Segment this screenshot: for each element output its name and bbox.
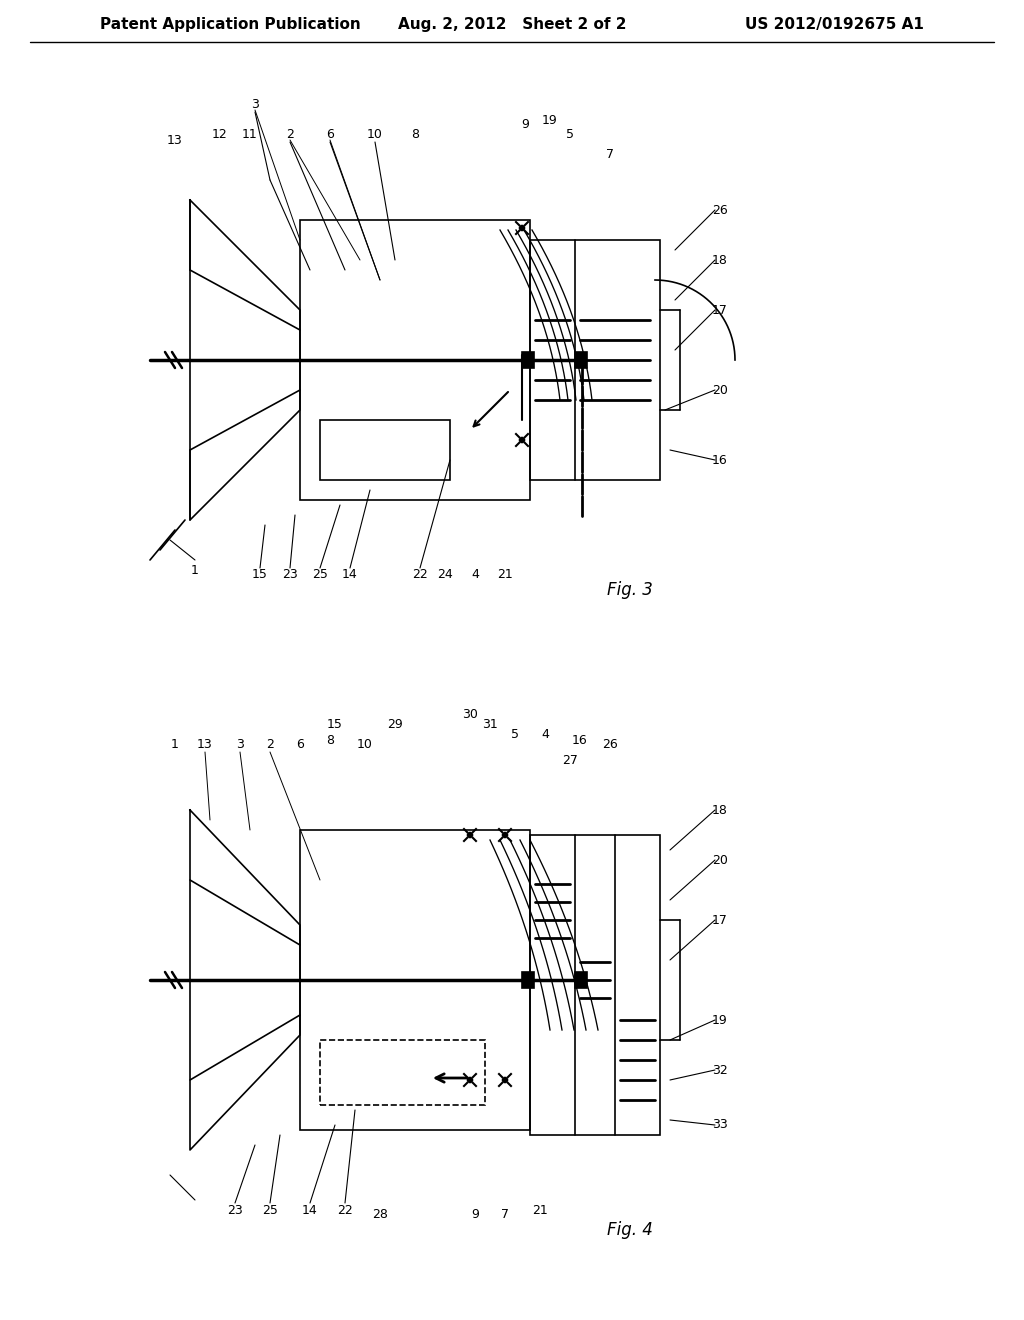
Text: US 2012/0192675 A1: US 2012/0192675 A1 [745,17,924,33]
Text: 6: 6 [296,738,304,751]
Text: 23: 23 [227,1204,243,1217]
Text: 7: 7 [501,1209,509,1221]
Text: Fig. 4: Fig. 4 [607,1221,653,1239]
Text: 14: 14 [302,1204,317,1217]
Text: 30: 30 [462,709,478,722]
Bar [575,352,587,368]
Text: 18: 18 [712,253,728,267]
Text: 9: 9 [471,1209,479,1221]
Text: 33: 33 [712,1118,728,1131]
Text: 17: 17 [712,913,728,927]
Text: 24: 24 [437,569,453,582]
Text: 29: 29 [387,718,402,731]
Bar [522,352,534,368]
Bar [300,830,530,1130]
Text: 16: 16 [572,734,588,747]
Text: 2: 2 [286,128,294,141]
Text: 17: 17 [712,304,728,317]
Text: 10: 10 [357,738,373,751]
Text: 31: 31 [482,718,498,731]
Text: 9: 9 [521,119,529,132]
Text: 27: 27 [562,754,578,767]
Text: 15: 15 [327,718,343,731]
Text: 23: 23 [283,569,298,582]
Text: 28: 28 [372,1209,388,1221]
Text: 26: 26 [712,203,728,216]
Text: 3: 3 [251,99,259,111]
Text: 11: 11 [242,128,258,141]
Text: 14: 14 [342,569,357,582]
Bar [530,240,660,480]
Text: 4: 4 [471,569,479,582]
Text: 32: 32 [712,1064,728,1077]
Text: 13: 13 [198,738,213,751]
Text: 22: 22 [337,1204,353,1217]
Bar [319,420,450,480]
Text: 7: 7 [606,149,614,161]
Text: 20: 20 [712,384,728,396]
Text: 19: 19 [712,1014,728,1027]
Text: 6: 6 [326,128,334,141]
Text: 2: 2 [266,738,274,751]
Text: 12: 12 [212,128,228,141]
Text: 1: 1 [171,738,179,751]
Text: 5: 5 [566,128,574,141]
Text: 21: 21 [497,569,513,582]
Text: 3: 3 [237,738,244,751]
Text: 19: 19 [542,114,558,127]
Bar [522,972,534,987]
Text: 10: 10 [367,128,383,141]
Text: 5: 5 [511,729,519,742]
Bar [575,972,587,987]
Text: 16: 16 [712,454,728,466]
Text: 25: 25 [262,1204,278,1217]
Bar [530,836,660,1135]
Text: Patent Application Publication: Patent Application Publication [100,17,360,33]
Text: 8: 8 [411,128,419,141]
Text: 18: 18 [712,804,728,817]
Text: 15: 15 [252,569,268,582]
Text: Fig. 3: Fig. 3 [607,581,653,599]
Text: 13: 13 [167,133,183,147]
Text: Aug. 2, 2012   Sheet 2 of 2: Aug. 2, 2012 Sheet 2 of 2 [397,17,627,33]
Text: 26: 26 [602,738,617,751]
Bar [319,1040,485,1105]
Text: 21: 21 [532,1204,548,1217]
Text: 25: 25 [312,569,328,582]
Text: 4: 4 [541,729,549,742]
Bar [300,220,530,500]
Text: 22: 22 [412,569,428,582]
Text: 20: 20 [712,854,728,866]
Text: 8: 8 [326,734,334,747]
Text: 1: 1 [191,564,199,577]
